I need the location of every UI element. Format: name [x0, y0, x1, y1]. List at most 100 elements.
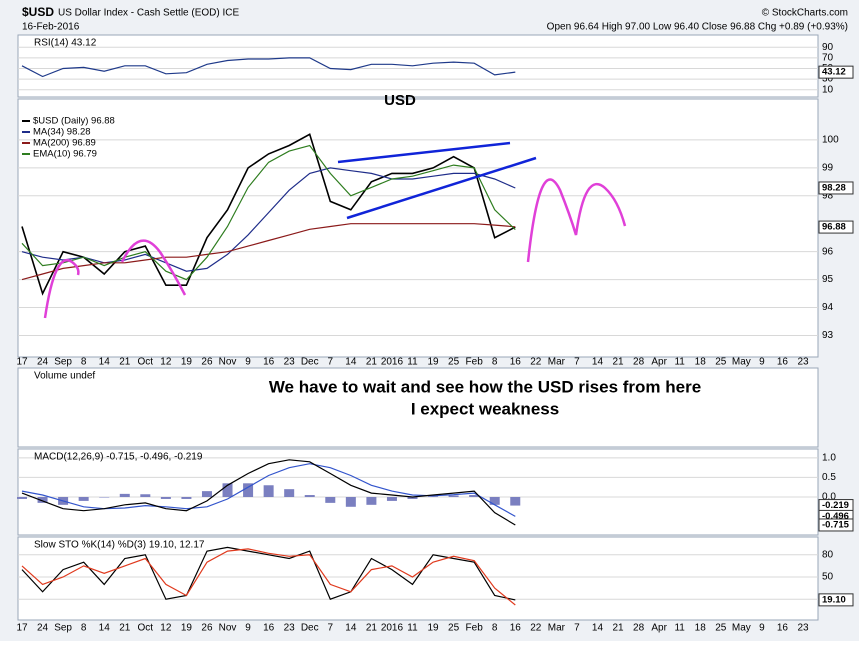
axis-tag-label: -0.496 — [822, 511, 849, 522]
axis-tag-label: -0.219 — [822, 500, 849, 511]
histogram-bar — [78, 497, 89, 501]
x-tick-label: Nov — [219, 357, 237, 368]
x-tick-label: 14 — [99, 623, 111, 634]
series-line — [21, 459, 516, 526]
x-tick-label: 9 — [245, 623, 251, 634]
y-tick-label: 80 — [822, 549, 834, 560]
axis-tag-label: 43.12 — [822, 67, 846, 78]
y-tick-label: 0.0 — [822, 492, 836, 503]
x-tick-label: 25 — [715, 623, 727, 634]
axis-tag-label: -0.715 — [822, 519, 850, 530]
x-tick-label: 16 — [510, 357, 522, 368]
x-tick-label: 18 — [695, 357, 707, 368]
histogram-bar — [448, 495, 459, 497]
x-tick-label: 23 — [284, 357, 296, 368]
x-tick-label: 11 — [407, 623, 418, 634]
x-tick-label: Dec — [301, 357, 319, 368]
y-tick-label: 30 — [822, 74, 834, 85]
axis-tag — [818, 593, 854, 607]
series-line — [21, 144, 516, 281]
histogram-bar — [181, 497, 192, 499]
x-tick-label: Apr — [651, 623, 667, 634]
panel — [17, 98, 819, 358]
panel — [17, 367, 819, 448]
series-line — [21, 57, 516, 78]
series-line — [21, 546, 516, 601]
y-tick-label: 96 — [822, 246, 834, 257]
x-tick-label: 14 — [345, 357, 357, 368]
projection-arc — [120, 239, 187, 296]
x-tick-label: 26 — [201, 357, 213, 368]
y-tick-label: 95 — [822, 274, 834, 285]
panel-title: Volume undef — [34, 371, 95, 382]
x-tick-label: 8 — [81, 623, 87, 634]
x-tick-label: 17 — [16, 357, 28, 368]
x-tick-label: Apr — [651, 357, 667, 368]
panel-title: Slow STO %K(14) %D(3) 19.10, 12.17 — [34, 540, 205, 551]
x-tick-label: 23 — [284, 623, 296, 634]
x-tick-label: 7 — [574, 357, 580, 368]
y-tick-label: 98 — [822, 190, 834, 201]
x-tick-label: 11 — [407, 357, 418, 368]
symbol: $USD — [22, 5, 54, 19]
histogram-bar — [386, 497, 397, 501]
x-tick-label: 11 — [674, 623, 685, 634]
histogram-bar — [17, 497, 27, 499]
histogram-bar — [99, 497, 110, 498]
x-tick-label: 22 — [530, 623, 542, 634]
y-tick-label: 93 — [822, 330, 834, 341]
x-tick-label: 14 — [345, 623, 357, 634]
y-tick-label: 99 — [822, 163, 834, 174]
x-tick-label: 16 — [510, 623, 522, 634]
x-tick-label: Nov — [219, 623, 237, 634]
histogram-bar — [366, 497, 377, 505]
panel — [17, 536, 819, 621]
x-tick-label: Feb — [466, 357, 484, 368]
axis-tag — [818, 181, 854, 195]
x-tick-label: 21 — [612, 623, 624, 634]
histogram-bar — [119, 493, 130, 497]
x-tick-label: 16 — [777, 357, 789, 368]
x-tick-label: Mar — [548, 357, 566, 368]
histogram-bar — [304, 495, 315, 497]
axis-tag — [818, 65, 854, 79]
projection-arc — [43, 259, 80, 319]
axis-tag-label: 19.10 — [822, 594, 846, 605]
x-tick-label: Oct — [138, 357, 154, 368]
projection-arc — [526, 178, 627, 263]
x-tick-label: 19 — [181, 357, 193, 368]
x-tick-label: 2016 — [381, 623, 404, 634]
axis-tag — [818, 518, 854, 532]
axis-tag-label: 96.88 — [822, 222, 846, 233]
x-tick-label: 25 — [448, 623, 460, 634]
x-tick-label: 2016 — [381, 357, 404, 368]
x-tick-label: 8 — [492, 357, 498, 368]
histogram-bar — [160, 497, 171, 499]
panel-title: MACD(12,26,9) -0.715, -0.496, -0.219 — [34, 452, 203, 463]
chart-date: 16-Feb-2016 — [22, 22, 80, 33]
x-tick-label: 28 — [633, 623, 645, 634]
x-tick-label: Dec — [301, 623, 319, 634]
histogram-bar — [37, 497, 48, 503]
x-tick-label: 28 — [633, 357, 645, 368]
x-tick-label: 14 — [592, 623, 604, 634]
x-tick-label: 25 — [715, 357, 727, 368]
quote: Open 96.64 High 97.00 Low 96.40 Close 96… — [547, 22, 848, 33]
x-tick-label: Sep — [54, 357, 72, 368]
histogram-bar — [407, 497, 418, 499]
histogram-bar — [222, 483, 233, 497]
x-tick-label: 16 — [777, 623, 789, 634]
x-tick-label: 16 — [263, 623, 275, 634]
x-tick-label: 23 — [797, 623, 809, 634]
legend-label: $USD (Daily) 96.88 — [33, 116, 115, 127]
x-tick-label: Feb — [466, 623, 484, 634]
histogram-bar — [345, 497, 356, 507]
x-tick-label: 11 — [674, 357, 685, 368]
x-tick-label: 21 — [612, 357, 624, 368]
x-tick-label: 9 — [759, 623, 765, 634]
histogram-bar — [243, 483, 254, 497]
x-tick-label: Mar — [548, 623, 566, 634]
x-tick-label: 24 — [37, 623, 49, 634]
legend-label: MA(200) 96.89 — [33, 138, 96, 149]
